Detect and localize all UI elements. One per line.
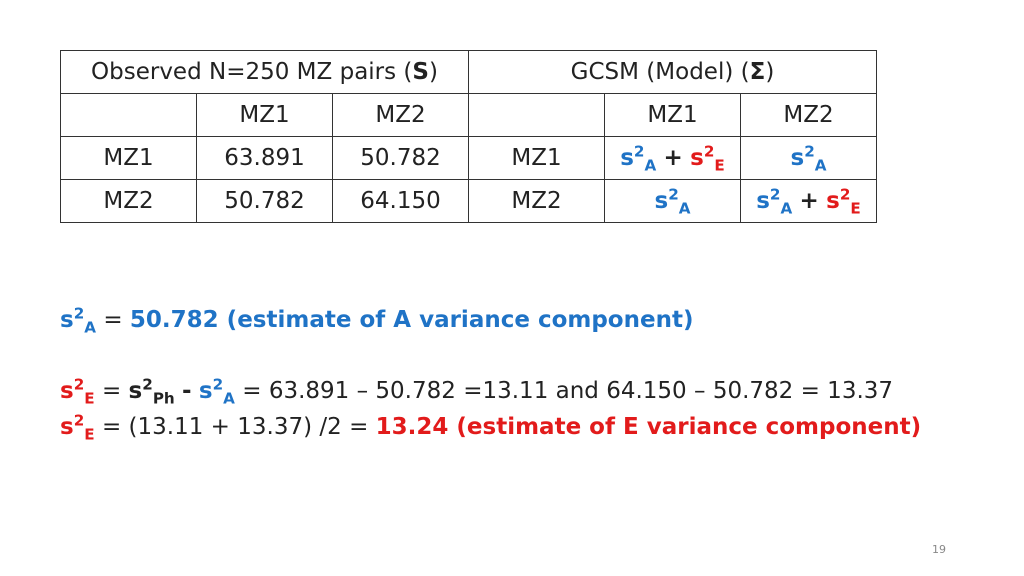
table-col-header: MZ2	[740, 93, 877, 137]
table-cell-formula: s2A + s2E	[740, 179, 877, 223]
sigma-a-symbol: s2A	[198, 375, 235, 408]
table-col-header: MZ2	[332, 93, 469, 137]
table-header-row: Observed N=250 MZ pairs (S) GCSM (Model)…	[60, 50, 877, 94]
table-cell-empty	[60, 93, 197, 137]
table-col-header: MZ1	[604, 93, 741, 137]
e-variance-derivation-line: s2E = s2Ph - s2A = 63.891 – 50.782 =13.1…	[60, 375, 894, 408]
covariance-table: Observed N=250 MZ pairs (S) GCSM (Model)…	[60, 50, 877, 223]
table-cell: 50.782	[196, 179, 333, 223]
derivation-text: = 63.891 – 50.782 =13.11 and 64.150 – 50…	[242, 378, 894, 404]
table-col-header: MZ1	[196, 93, 333, 137]
table-cell: 64.150	[332, 179, 469, 223]
sigma-a-symbol: s2A	[60, 304, 97, 337]
table-cell-empty	[468, 93, 605, 137]
table-row-header: MZ2	[468, 179, 605, 223]
table-cell-formula: s2A + s2E	[604, 136, 741, 180]
sigma-ph-symbol: s2Ph	[128, 375, 175, 408]
table-row-header: MZ1	[468, 136, 605, 180]
table-row: MZ2 50.782 64.150 MZ2 s2A s2A + s2E	[60, 179, 877, 223]
table-cell: 63.891	[196, 136, 333, 180]
table-row: MZ1 MZ2 MZ1 MZ2	[60, 93, 877, 137]
equals-sign: =	[103, 307, 123, 333]
model-header: GCSM (Model) (Σ)	[468, 50, 877, 94]
table-row-header: MZ2	[60, 179, 197, 223]
table-row-header: MZ1	[60, 136, 197, 180]
table-cell: 50.782	[332, 136, 469, 180]
e-variance-estimate-line: s2E = (13.11 + 13.37) /2 = 13.24 (estima…	[60, 411, 922, 444]
a-variance-estimate-line: s2A = 50.782 (estimate of A variance com…	[60, 304, 694, 337]
sigma-e-symbol: s2E	[60, 375, 95, 408]
average-text: = (13.11 + 13.37) /2 =	[101, 414, 369, 440]
observed-header: Observed N=250 MZ pairs (S)	[60, 50, 469, 94]
sigma-e-symbol: s2E	[60, 411, 95, 444]
e-estimate-text: 13.24 (estimate of E variance component)	[375, 414, 922, 440]
table-cell-formula: s2A	[604, 179, 741, 223]
a-estimate-text: 50.782 (estimate of A variance component…	[129, 307, 694, 333]
page-number: 19	[932, 543, 946, 556]
table-row: MZ1 63.891 50.782 MZ1 s2A + s2E s2A	[60, 136, 877, 180]
table-cell-formula: s2A	[740, 136, 877, 180]
